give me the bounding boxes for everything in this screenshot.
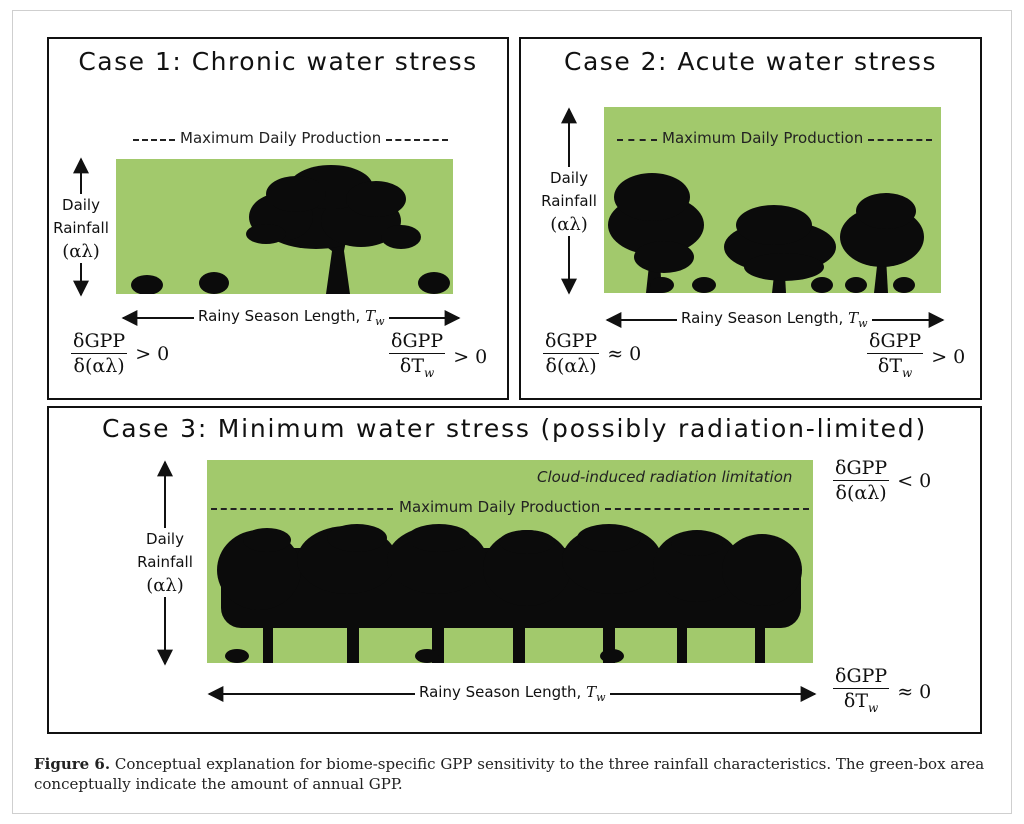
case2-season-den: δT [877,355,903,377]
case1-title: Case 1: Chronic water stress [78,47,478,76]
case2-season-num: δGPP [867,330,924,354]
case3-cloud-note: Cloud-induced radiation limitation [537,468,793,486]
case1-rain-rel: > 0 [135,342,170,365]
case1-vegetation [131,165,450,294]
case1-large-tree [246,165,421,294]
case1-rain-den: δ(αλ) [73,355,125,377]
case1-rainfall-word1: Daily [62,196,100,214]
figure-caption: Figure 6. Conceptual explanation for bio… [34,754,994,794]
case2-max-line-left [617,139,657,141]
case3-season-label: Rainy Season Length, Tw [415,683,610,704]
case2-season-sub: w [858,317,868,330]
case1-season-sub: w [375,315,385,328]
case3-title: Case 3: Minimum water stress (possibly r… [101,414,928,443]
case2-rain-den: δ(αλ) [545,355,597,377]
case2-panel: Case 2: Acute water stress [519,37,982,400]
case2-season-text: Rainy Season Length, [681,309,849,327]
case3-rainfall-symbol: (αλ) [146,575,184,596]
case2-season-label: Rainy Season Length, Tw [677,309,872,330]
case2-season-rel: > 0 [931,345,966,368]
case3-rainfall-word1: Daily [146,530,184,548]
case2-max-line-right [868,139,932,141]
case1-rain-sensitivity: δGPP δ(αλ) > 0 [71,331,169,376]
case3-season-text: Rainy Season Length, [419,683,587,701]
case3-season-den: δT [843,690,869,712]
case1-max-line-right [386,139,448,141]
case1-season-var: T [365,307,376,325]
case1-panel: Case 1: Chronic water stress [47,37,509,400]
case3-max-line-right [605,508,809,510]
case3-dense-forest [217,524,802,663]
case3-season-den-sub: w [868,700,879,715]
case3-season-rel: ≈ 0 [897,680,932,703]
case3-gpp-box [207,460,813,663]
case2-rain-rel: ≈ 0 [607,342,642,365]
case2-rainfall-label: Daily Rainfall (αλ) [539,167,599,236]
case2-rain-sensitivity: δGPP δ(αλ) ≈ 0 [543,331,641,376]
case1-season-rel: > 0 [453,345,488,368]
case3-vegetation [217,524,802,663]
case1-season-den-sub: w [424,365,435,380]
case3-season-var: T [586,683,597,701]
case2-rain-num: δGPP [543,330,600,354]
case1-max-production-label: Maximum Daily Production [180,129,382,147]
case2-rainfall-word1: Daily [550,169,588,187]
case2-title: Case 2: Acute water stress [564,47,937,76]
case3-rainfall-word2: Rainfall [137,553,193,571]
case1-rainfall-symbol: (αλ) [62,241,100,262]
case2-trees [608,173,924,293]
case2-season-var: T [848,309,859,327]
case1-season-text: Rainy Season Length, [198,307,366,325]
case3-max-production-label: Maximum Daily Production [399,498,601,516]
case3-rain-sensitivity: δGPP δ(αλ) < 0 [833,458,931,503]
case2-gpp-box [604,107,941,293]
case1-season-num: δGPP [389,330,446,354]
caption-text: Conceptual explanation for biome-specifi… [34,755,985,793]
case2-rainfall-symbol: (αλ) [550,214,588,235]
case3-rain-rel: < 0 [897,469,932,492]
case3-max-line-left [211,508,393,510]
case1-rainfall-word2: Rainfall [53,219,109,237]
case1-max-line-left [133,139,175,141]
case3-season-sensitivity: δGPP δTw ≈ 0 [833,666,931,718]
case2-rainfall-word2: Rainfall [541,192,597,210]
figure-frame [12,10,1012,814]
case1-season-sensitivity: δGPP δTw > 0 [389,331,487,383]
case3-rain-den: δ(αλ) [835,482,887,504]
case2-season-den-sub: w [902,365,913,380]
case1-season-den: δT [399,355,425,377]
case1-season-label: Rainy Season Length, Tw [194,307,389,328]
case1-gpp-box [116,159,453,294]
case2-vegetation [608,173,924,293]
case2-max-production-label: Maximum Daily Production [662,129,864,147]
case3-rainfall-label: Daily Rainfall (αλ) [135,528,195,597]
case3-panel: Case 3: Minimum water stress (possibly r… [47,406,982,734]
case1-rain-num: δGPP [71,330,128,354]
case3-season-num: δGPP [833,665,890,689]
case2-season-sensitivity: δGPP δTw > 0 [867,331,965,383]
case3-rain-num: δGPP [833,457,890,481]
case3-season-sub: w [596,691,606,704]
caption-label: Figure 6. [34,755,111,773]
case1-shrubs [131,272,450,294]
case1-rainfall-label: Daily Rainfall (αλ) [51,194,111,263]
